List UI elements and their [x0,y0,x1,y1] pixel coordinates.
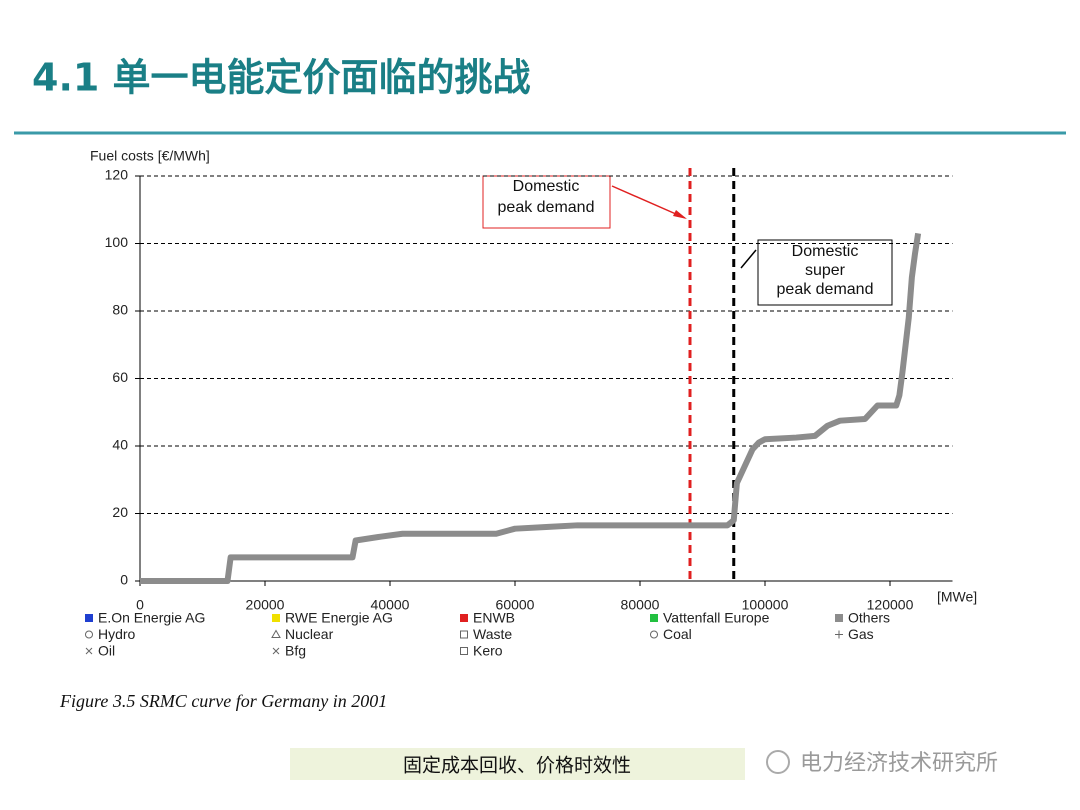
legend-label: ENWB [473,610,515,626]
legend-label: Waste [473,626,512,642]
y-tick-label: 100 [105,234,129,250]
legend-label: RWE Energie AG [285,610,393,626]
plot: 0 20 40 60 80 100 120 0 20000 40000 60000 80000 1000… [85,167,953,659]
annotation: super [805,262,846,279]
x-tick-label: 120000 [867,597,914,613]
annotation: Domestic [513,178,580,195]
legend-label: Vattenfall Europe [663,610,770,626]
legend-swatch [85,614,93,622]
legend-label: Others [848,610,890,626]
annotation-arrow [611,185,686,219]
y-tick-label: 60 [112,369,128,385]
wechat-icon [766,750,790,774]
x-tick-label: 0 [136,597,144,613]
annotation-box [757,239,893,306]
legend-label: Gas [848,626,874,642]
legend-label: Hydro [98,626,136,642]
y-axis-label: Fuel costs [€/MWh] [90,148,210,164]
x-tick-label: 20000 [246,597,285,613]
watermark: 电力经济技术研究所 [800,751,998,776]
y-tick-label: 120 [105,167,129,183]
x-tick-label: 80000 [621,597,660,613]
y-tick-label: 0 [120,572,128,588]
legend-label: E.On Energie AG [98,610,205,626]
legend-swatch [650,614,658,622]
annotation: Domestic [792,243,859,260]
y-tick-label: 40 [112,437,128,453]
note: 固定成本回收、价格时效性 [403,755,631,777]
legend-label: Kero [473,643,503,659]
legend-swatch [835,630,843,639]
legend-swatch [272,647,280,655]
caption: Figure 3.5 SRMC curve for Germany in 200… [59,691,387,711]
x-axis-label: [MWe] [937,589,977,605]
legend-label: Coal [663,626,692,642]
slide-title: 4.1 单一电能定价面临的挑战 [32,56,531,100]
annotation-arrow [740,249,757,269]
x-tick-label: 100000 [742,597,789,613]
x-tick-label: 60000 [496,597,535,613]
y-tick-label: 20 [112,504,128,520]
annotation: peak demand [777,281,874,298]
legend-swatch [835,614,843,622]
legend-swatch [460,614,468,622]
y-tick-label: 80 [112,302,128,318]
legend-label: Oil [98,643,115,659]
legend-swatch [272,614,280,622]
arrow-head [673,210,687,219]
annotation: peak demand [498,199,595,216]
legend-swatch [650,630,658,639]
legend-swatch [85,630,93,639]
legend-swatch [85,647,93,655]
legend-label: Bfg [285,643,306,659]
srmc-curve [140,232,922,584]
legend-swatch [460,647,468,655]
legend-label: Nuclear [285,626,334,642]
x-tick-label: 40000 [371,597,410,613]
legend-swatch [271,629,281,638]
annotation-box [482,175,611,229]
legend-swatch [460,630,468,639]
note-box [290,748,745,780]
